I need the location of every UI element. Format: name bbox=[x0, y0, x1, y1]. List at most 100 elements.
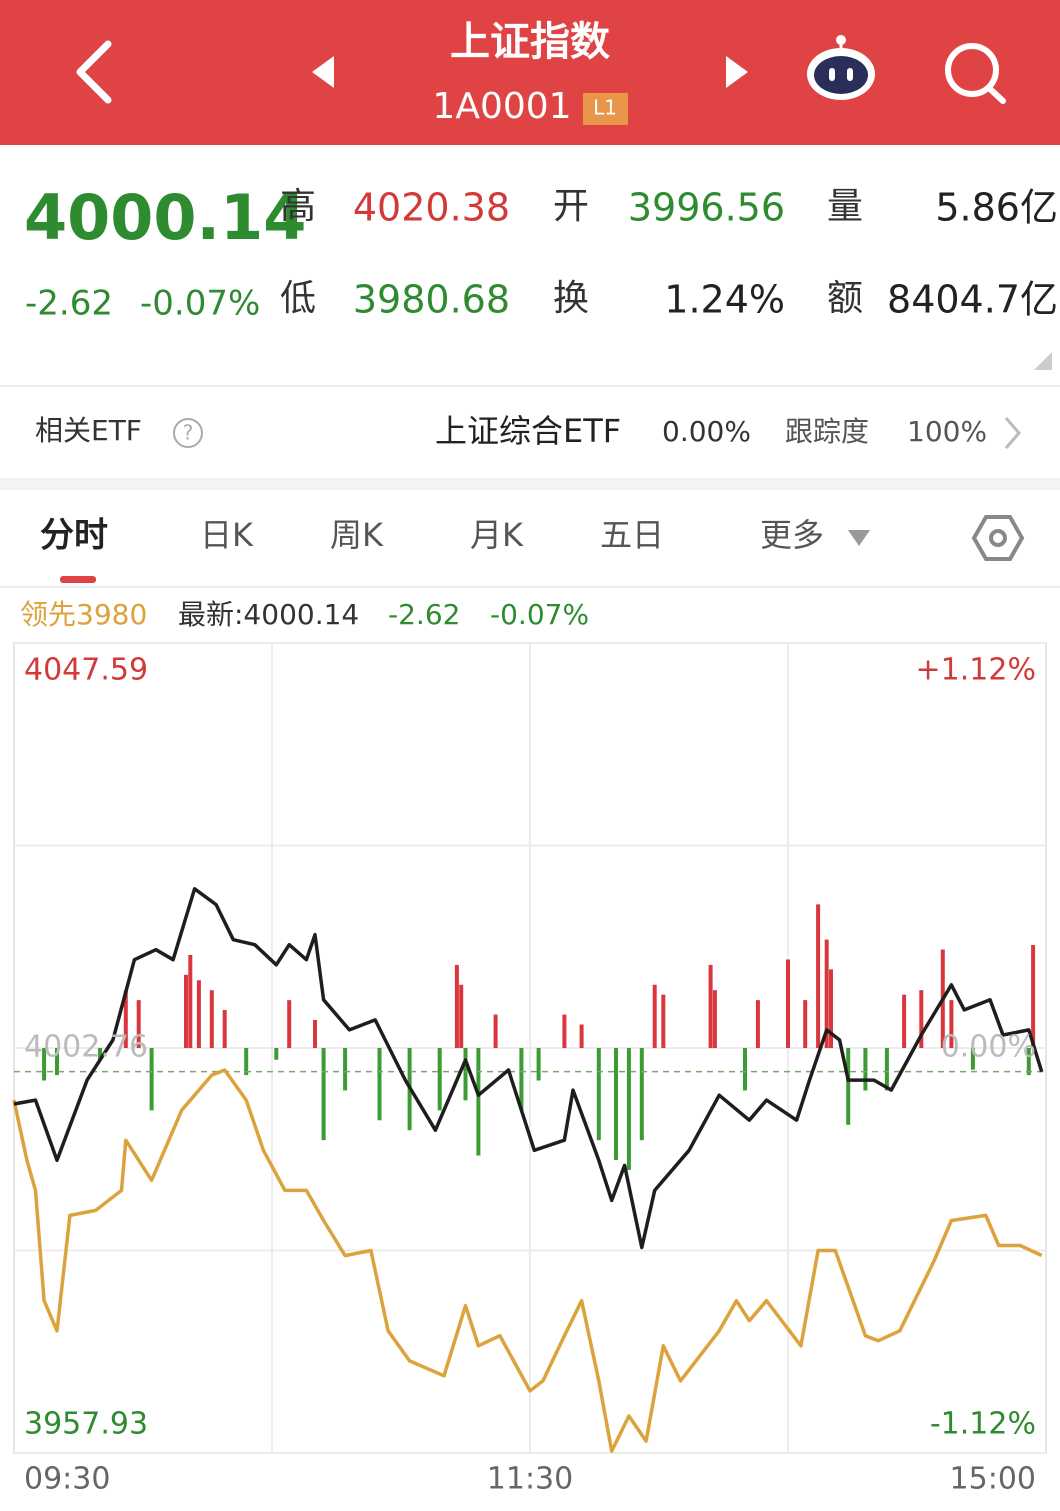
force-bar bbox=[321, 1048, 326, 1141]
field-value: 1.24% bbox=[664, 278, 785, 322]
force-bar bbox=[519, 1048, 524, 1111]
field-label: 开 bbox=[553, 186, 589, 227]
force-bar bbox=[463, 1048, 468, 1101]
legend-lead: 领先3980 bbox=[20, 598, 147, 631]
force-bar bbox=[377, 1048, 382, 1121]
y2-tick-label: +1.12% bbox=[916, 653, 1036, 688]
price-line bbox=[12, 1068, 1043, 1453]
etf-name[interactable]: 上证综合ETF bbox=[435, 412, 621, 450]
force-bar bbox=[863, 1048, 868, 1091]
force-bar bbox=[639, 1048, 644, 1141]
force-bar bbox=[626, 1048, 631, 1170]
force-bar bbox=[652, 984, 657, 1048]
price-change-pct: -0.07% bbox=[140, 284, 260, 324]
force-bar bbox=[55, 1048, 59, 1076]
force-bar bbox=[829, 969, 833, 1048]
help-mark: ? bbox=[183, 421, 194, 445]
force-bar bbox=[493, 1014, 498, 1048]
legend-change-pct: -0.07% bbox=[490, 598, 589, 631]
expand-corner[interactable] bbox=[1034, 352, 1052, 370]
force-bar bbox=[596, 1048, 601, 1141]
force-bar bbox=[274, 1048, 279, 1060]
force-bar bbox=[1026, 1048, 1031, 1076]
force-bar bbox=[846, 1048, 851, 1125]
y2-tick-label: 0.00% bbox=[941, 1030, 1036, 1065]
level-badge-bg bbox=[583, 93, 628, 125]
tab[interactable]: 五日 bbox=[600, 516, 664, 554]
force-bar bbox=[476, 1048, 481, 1156]
help-icon[interactable] bbox=[173, 418, 203, 448]
force-bar bbox=[123, 990, 128, 1048]
force-bar bbox=[755, 1000, 760, 1048]
force-bar bbox=[970, 1048, 975, 1070]
field-label: 高 bbox=[280, 186, 316, 227]
etf-pct: 0.00% bbox=[662, 415, 751, 448]
y2-tick-label: -1.12% bbox=[930, 1407, 1036, 1442]
force-bar bbox=[454, 964, 459, 1048]
intraday-chart: 4047.59 4002.76 3957.93 +1.12% 0.00% -1.12% 09… bbox=[12, 642, 1046, 1497]
page-title: 上证指数 bbox=[450, 19, 610, 65]
y-tick-label: 4047.59 bbox=[24, 653, 148, 688]
y-tick-label: 4002.76 bbox=[24, 1030, 148, 1065]
tab[interactable]: 周K bbox=[330, 516, 384, 554]
force-bar bbox=[614, 1048, 618, 1161]
force-bar bbox=[149, 1048, 154, 1111]
tab[interactable]: 月K bbox=[470, 516, 524, 554]
field-value: 5.86亿 bbox=[935, 186, 1058, 230]
back-button[interactable] bbox=[76, 40, 112, 104]
force-bar bbox=[786, 959, 790, 1048]
legend-latest: 最新:4000.14 bbox=[178, 598, 359, 631]
tab-indicator bbox=[60, 576, 96, 583]
legend-change: -2.62 bbox=[388, 598, 460, 631]
force-bar bbox=[42, 1048, 47, 1081]
dropdown-arrow bbox=[848, 530, 870, 546]
field-value: 8404.7亿 bbox=[887, 278, 1058, 322]
track-value: 100% bbox=[907, 415, 987, 448]
force-bar bbox=[98, 1048, 102, 1060]
force-bar bbox=[708, 964, 713, 1048]
force-bar bbox=[343, 1048, 348, 1091]
last-price: 4000.14 bbox=[24, 181, 306, 254]
force-bar bbox=[313, 1019, 317, 1048]
force-bar bbox=[661, 994, 666, 1048]
tab[interactable]: 分时 bbox=[40, 516, 108, 556]
y-tick-label: 3957.93 bbox=[24, 1407, 148, 1442]
tab[interactable]: 更多 bbox=[760, 516, 824, 554]
prev-button[interactable] bbox=[312, 56, 334, 88]
price-line bbox=[13, 887, 1044, 1250]
chevron[interactable] bbox=[1004, 417, 1021, 449]
field-label: 低 bbox=[280, 278, 316, 319]
level-badge: L1 bbox=[593, 96, 617, 120]
force-bar bbox=[824, 939, 829, 1048]
assistant-icon[interactable] bbox=[807, 35, 875, 100]
force-bar bbox=[1031, 945, 1036, 1048]
field-label: 换 bbox=[553, 278, 589, 319]
force-bar bbox=[196, 980, 201, 1048]
force-bar bbox=[287, 1000, 292, 1048]
header-bar bbox=[0, 0, 1060, 145]
force-bar bbox=[184, 974, 188, 1048]
track-label: 跟踪度 bbox=[785, 415, 869, 448]
force-bar bbox=[209, 990, 214, 1048]
force-bar bbox=[902, 994, 907, 1048]
force-bar bbox=[743, 1048, 747, 1091]
force-bar bbox=[816, 904, 821, 1048]
force-bar bbox=[919, 990, 924, 1048]
field-value: 3980.68 bbox=[353, 278, 510, 322]
field-value: 4020.38 bbox=[353, 186, 510, 230]
next-button[interactable] bbox=[726, 56, 748, 88]
field-label: 量 bbox=[827, 186, 863, 227]
settings-icon[interactable] bbox=[971, 515, 1025, 561]
force-bar bbox=[459, 984, 464, 1048]
force-bar bbox=[884, 1048, 889, 1091]
force-bar bbox=[136, 1000, 141, 1048]
force-bar bbox=[562, 1014, 567, 1048]
price-change: -2.62 bbox=[25, 284, 113, 324]
tab[interactable]: 日K bbox=[200, 516, 254, 554]
x-tick-label: 15:00 bbox=[950, 1462, 1036, 1497]
x-tick-label: 11:30 bbox=[487, 1462, 573, 1497]
force-bar bbox=[437, 1048, 442, 1111]
search-button[interactable] bbox=[945, 43, 1006, 104]
field-value: 3996.56 bbox=[628, 186, 785, 230]
